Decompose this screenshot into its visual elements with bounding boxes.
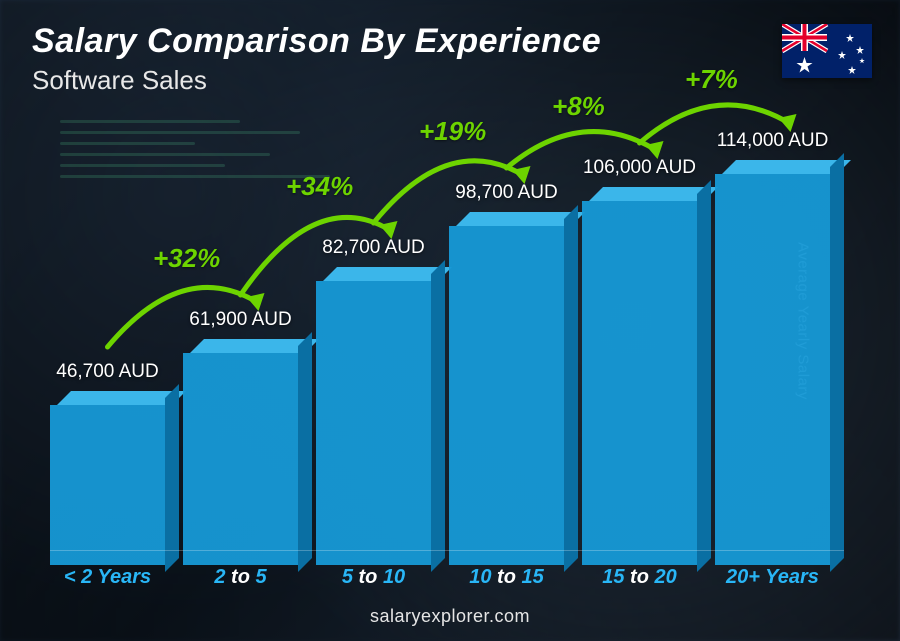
bar-shape: [449, 212, 564, 551]
footer-attribution: salaryexplorer.com: [0, 606, 900, 627]
x-axis-label: 5 to 10: [316, 566, 431, 589]
growth-pct-label: +7%: [685, 64, 738, 95]
x-axis-label: 10 to 15: [449, 566, 564, 589]
chart-subtitle: Software Sales: [32, 65, 601, 96]
bar-value-label: 46,700 AUD: [56, 361, 158, 383]
xlabel-post: Years: [92, 566, 151, 588]
bar-shape: [316, 267, 431, 551]
xlabel-post: 15: [522, 566, 544, 588]
xlabel-pre: < 2: [64, 566, 92, 588]
xlabel-pre: 15: [602, 566, 624, 588]
bar-shape: [582, 187, 697, 551]
bar-side-face: [165, 384, 179, 572]
xlabel-post: 20: [655, 566, 677, 588]
bar-value-label: 61,900 AUD: [189, 309, 291, 331]
bar-shape: [715, 160, 830, 551]
bar-1: 61,900 AUD: [183, 309, 298, 551]
header: Salary Comparison By Experience Software…: [32, 22, 601, 96]
bar-front-face: [50, 405, 165, 565]
xlabel-pre: 2: [214, 566, 225, 588]
bar-side-face: [830, 153, 844, 572]
bar-shape: [50, 391, 165, 551]
xlabel-pre: 5: [342, 566, 353, 588]
x-axis: < 2 Years2 to 55 to 1010 to 1515 to 2020…: [50, 566, 830, 589]
chart-canvas: Salary Comparison By Experience Software…: [0, 0, 900, 641]
xlabel-pre: 10: [469, 566, 491, 588]
bar-shape: [183, 339, 298, 551]
growth-pct-label: +19%: [419, 116, 486, 147]
bar-5: 114,000 AUD: [715, 130, 830, 551]
bar-front-face: [715, 174, 830, 565]
growth-pct-label: +8%: [552, 91, 605, 122]
bar-front-face: [449, 226, 564, 565]
bar-chart: 46,700 AUD 61,900 AUD 82,700 AUD 98,700 AUD…: [50, 100, 830, 551]
bar-4: 106,000 AUD: [582, 157, 697, 551]
flag-icon: [782, 24, 872, 78]
xlabel-post: 5: [256, 566, 267, 588]
chart-title: Salary Comparison By Experience: [32, 22, 601, 61]
bar-value-label: 98,700 AUD: [455, 182, 557, 204]
growth-pct-label: +34%: [286, 171, 353, 202]
xlabel-post: Years: [760, 566, 819, 588]
xlabel-post: 10: [383, 566, 405, 588]
x-axis-label: 15 to 20: [582, 566, 697, 589]
chart-baseline: [50, 550, 844, 551]
xlabel-mid: to: [353, 566, 383, 588]
growth-pct-label: +32%: [153, 243, 220, 274]
bar-front-face: [582, 201, 697, 565]
bar-side-face: [564, 205, 578, 572]
xlabel-mid: to: [226, 566, 256, 588]
x-axis-label: < 2 Years: [50, 566, 165, 589]
bar-front-face: [316, 281, 431, 565]
bar-side-face: [431, 260, 445, 572]
bar-3: 98,700 AUD: [449, 182, 564, 551]
bar-value-label: 82,700 AUD: [322, 237, 424, 259]
bar-front-face: [183, 353, 298, 565]
bar-2: 82,700 AUD: [316, 237, 431, 551]
x-axis-label: 2 to 5: [183, 566, 298, 589]
xlabel-mid: to: [492, 566, 522, 588]
bar-side-face: [298, 332, 312, 572]
x-axis-label: 20+ Years: [715, 566, 830, 589]
bar-0: 46,700 AUD: [50, 361, 165, 551]
bar-value-label: 114,000 AUD: [717, 130, 829, 152]
bar-side-face: [697, 180, 711, 572]
xlabel-mid: to: [625, 566, 655, 588]
xlabel-pre: 20+: [726, 566, 760, 588]
bar-value-label: 106,000 AUD: [583, 157, 696, 179]
